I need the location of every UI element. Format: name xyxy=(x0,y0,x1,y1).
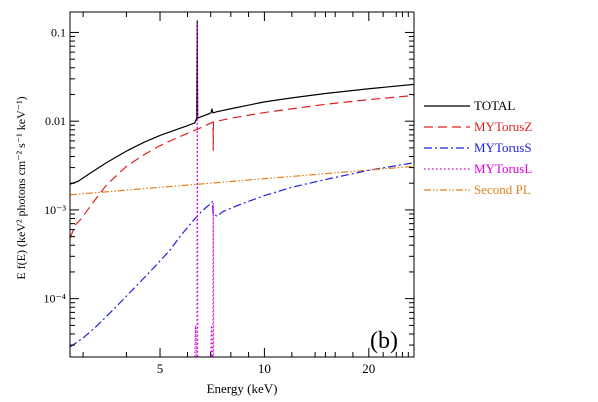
x-tick-label: 5 xyxy=(157,361,164,376)
x-tick-label: 10 xyxy=(258,361,271,376)
legend-label-0: TOTAL xyxy=(474,98,515,113)
y-axis-label: E f(E) (keV² photons cm⁻² s⁻¹ keV⁻¹) xyxy=(14,96,28,279)
series-line-1 xyxy=(70,94,414,239)
series-line-3 xyxy=(194,23,215,357)
plot-frame xyxy=(69,11,415,358)
panel-label: (b) xyxy=(370,328,398,354)
ticks-layer: 5 10 20 0.1 0.01 10⁻³ 10⁻⁴ xyxy=(43,12,414,376)
series-line-2 xyxy=(70,162,414,348)
series-line-0 xyxy=(70,20,414,185)
y-tick-label: 10⁻³ xyxy=(44,203,66,217)
legend-label-3: MYTorusL xyxy=(474,161,532,176)
legend: TOTAL MYTorusZ MYTorusS MYTorusL Second PL xyxy=(424,98,532,197)
series-line-4 xyxy=(70,165,414,196)
legend-label-4: Second PL xyxy=(474,182,531,197)
x-axis-label: Energy (keV) xyxy=(207,381,278,396)
x-tick-label: 20 xyxy=(362,361,375,376)
y-tick-label: 0.1 xyxy=(51,25,66,39)
y-tick-label: 10⁻⁴ xyxy=(43,292,66,306)
legend-label-1: MYTorusZ xyxy=(474,119,532,134)
legend-label-2: MYTorusS xyxy=(474,140,532,155)
y-tick-label: 0.01 xyxy=(45,114,66,128)
series-layer xyxy=(70,20,414,357)
